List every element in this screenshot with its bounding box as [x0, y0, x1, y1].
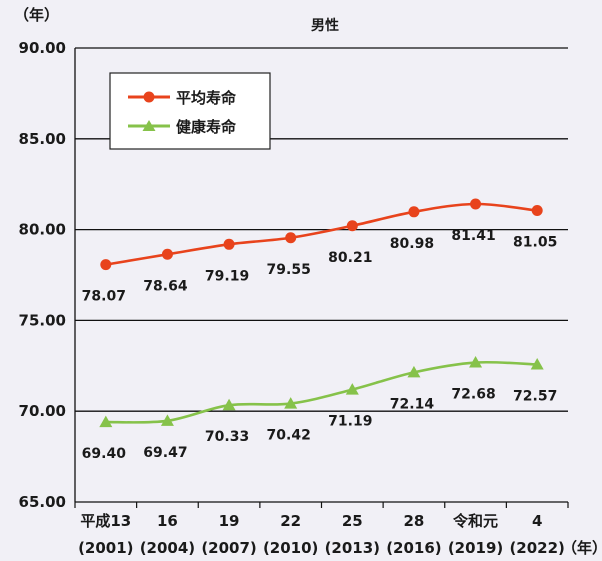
data-point: [469, 356, 483, 368]
x-axis-unit-label: （年）: [562, 539, 602, 557]
data-label: 69.47: [143, 445, 187, 461]
y-tick-labels: 90.00 85.00 80.00 75.00 70.00 65.00: [19, 39, 66, 511]
data-label: 81.41: [451, 228, 495, 244]
data-label: 69.40: [82, 446, 127, 462]
series-group: [99, 198, 544, 428]
data-label: 79.19: [205, 268, 249, 284]
data-label: 78.64: [143, 278, 188, 294]
x-tick-year-label: (2022): [509, 539, 564, 557]
y-tick-label: 85.00: [19, 130, 66, 148]
x-tick-year-label: (2019): [448, 539, 503, 557]
x-tick-year-label: (2004): [140, 539, 195, 557]
y-tick-label: 70.00: [19, 402, 66, 420]
data-point: [470, 198, 482, 210]
x-tick-label: 平成13: [80, 512, 131, 530]
data-labels: 78.07 78.64 79.19 79.55 80.21 80.98 81.41 81.05…: [82, 228, 558, 462]
data-point: [346, 220, 358, 232]
legend: 平均寿命 健康寿命: [109, 72, 271, 150]
legend-label-average: 平均寿命: [176, 89, 237, 107]
data-point: [100, 259, 112, 271]
data-point: [531, 205, 543, 217]
x-tick-year-label: (2007): [201, 539, 256, 557]
x-tick-label: 25: [342, 512, 363, 530]
data-point: [160, 414, 174, 426]
axes: [74, 48, 569, 508]
x-tick-label: 4: [532, 512, 542, 530]
data-label: 72.68: [451, 387, 495, 403]
legend-marker-average: [143, 91, 155, 103]
y-tick-label: 90.00: [19, 39, 66, 57]
y-axis-unit-label: （年）: [14, 6, 59, 24]
data-label: 70.33: [205, 429, 249, 445]
y-tick-label: 75.00: [19, 311, 66, 329]
data-point: [408, 206, 420, 218]
data-point: [99, 415, 113, 428]
series-line: [105, 360, 538, 424]
data-label: 78.07: [82, 289, 126, 305]
x-tick-labels: 平成13 (2001) 16 (2004) 19 (2007) 22 (2010) 25 (201…: [78, 512, 565, 557]
data-label: 70.42: [267, 428, 311, 444]
y-tick-label: 65.00: [19, 493, 66, 511]
x-tick-year-label: (2016): [386, 539, 441, 557]
x-tick-label: 令和元: [453, 512, 498, 530]
data-label: 81.05: [513, 235, 557, 251]
legend-label-healthy: 健康寿命: [176, 118, 237, 136]
chart-title: 男性: [311, 17, 339, 34]
data-point: [223, 238, 235, 250]
data-point: [345, 383, 359, 395]
x-tick-year-label: (2010): [263, 539, 318, 557]
data-label: 80.98: [390, 236, 434, 252]
x-tick-label: 28: [404, 512, 425, 530]
data-label: 72.57: [513, 389, 557, 405]
x-tick-year-label: (2001): [78, 539, 133, 557]
legend-box: [109, 72, 271, 150]
x-tick-label: 16: [157, 512, 178, 530]
data-point: [161, 248, 173, 260]
data-label: 72.14: [390, 396, 435, 412]
data-point: [530, 358, 544, 370]
data-point: [284, 397, 298, 409]
data-label: 79.55: [267, 262, 311, 278]
y-tick-label: 80.00: [19, 221, 66, 239]
x-tick-year-label: (2013): [325, 539, 380, 557]
data-label: 80.21: [328, 250, 372, 266]
legend-marker-healthy: [142, 120, 156, 131]
x-tick-label: 22: [280, 512, 301, 530]
data-point: [222, 398, 236, 411]
x-tick-label: 19: [219, 512, 240, 530]
data-label: 71.19: [328, 414, 372, 430]
data-point: [407, 365, 421, 378]
data-point: [285, 232, 297, 244]
